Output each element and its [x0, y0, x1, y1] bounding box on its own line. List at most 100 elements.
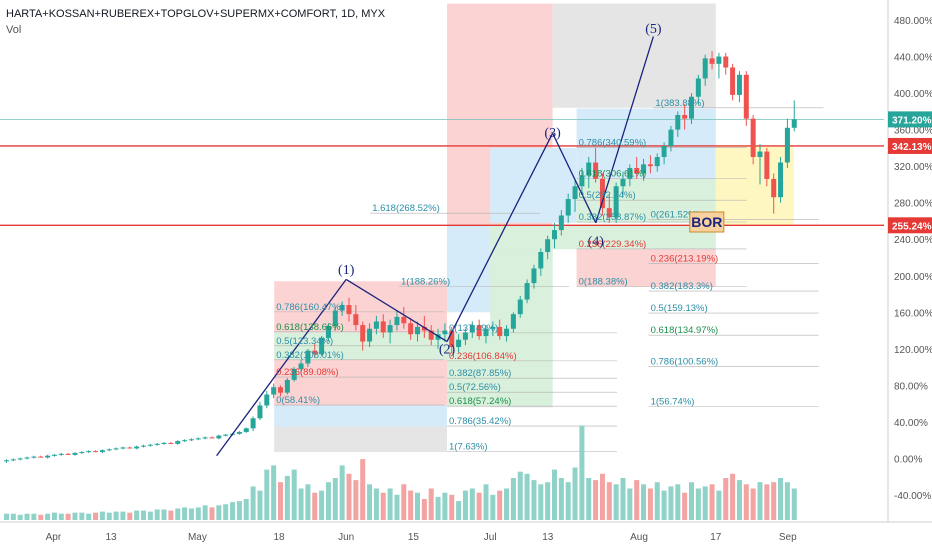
- candle-body: [161, 442, 167, 444]
- candle-body: [106, 449, 112, 451]
- candle-body: [223, 434, 229, 436]
- volume-bar: [387, 488, 393, 520]
- volume-bar: [462, 490, 468, 520]
- volume-bar: [154, 509, 160, 520]
- volume-bar: [702, 486, 708, 520]
- candle-body: [702, 58, 708, 79]
- candle-body: [141, 445, 146, 447]
- volume-bar: [778, 478, 784, 520]
- fib-label: 0.236(106.84%): [449, 351, 517, 362]
- volume-bar: [4, 513, 9, 520]
- volume-bar: [764, 484, 770, 520]
- x-tick-label: May: [188, 532, 207, 543]
- y-tick-label: 200.00%: [894, 272, 932, 283]
- volume-bar: [332, 478, 338, 520]
- price-axis: [888, 0, 932, 550]
- wave-label: (1): [338, 263, 355, 278]
- y-tick-label: 160.00%: [894, 308, 932, 319]
- candle-body: [45, 455, 51, 458]
- candle-body: [264, 394, 270, 406]
- volume-bar: [17, 514, 23, 520]
- volume-bar: [572, 467, 578, 520]
- wave-line: [595, 36, 655, 223]
- volume-bar: [373, 488, 379, 520]
- candle-body: [627, 167, 633, 179]
- fib-zone: [447, 333, 553, 407]
- volume-bar: [243, 499, 249, 520]
- fib-label: 0.236(213.19%): [651, 254, 719, 265]
- volume-bar: [72, 512, 78, 520]
- candle-body: [778, 162, 784, 198]
- volume-bar: [45, 513, 51, 520]
- candle-body: [147, 444, 153, 446]
- volume-bar: [606, 482, 612, 520]
- fib-label: 0.382(258.87%): [579, 212, 647, 223]
- candle-body: [51, 454, 57, 456]
- candle-body: [634, 167, 640, 174]
- volume-bar: [353, 480, 359, 520]
- candle-body: [195, 438, 201, 440]
- volume-bar: [538, 484, 544, 520]
- candle-body: [730, 67, 736, 95]
- volume-bar: [141, 510, 146, 520]
- candle-body: [497, 326, 503, 337]
- candle-body: [271, 387, 277, 395]
- candle-body: [620, 178, 626, 187]
- candle-body: [668, 129, 674, 147]
- price-tag: [888, 137, 932, 154]
- volume-bar: [723, 478, 729, 520]
- candle-body: [415, 326, 420, 335]
- y-tick-label: 80.00%: [894, 381, 928, 392]
- volume-bar: [99, 511, 105, 520]
- fib-label: 1.618(268.52%): [372, 203, 440, 214]
- volume-bar: [565, 482, 571, 520]
- candle-body: [401, 316, 407, 324]
- candle-body: [305, 350, 311, 364]
- volume-bar: [517, 471, 523, 520]
- candle-body: [565, 199, 571, 216]
- candle-body: [373, 321, 379, 329]
- volume-bar: [627, 488, 633, 520]
- candle-body: [408, 323, 414, 335]
- candle-body: [291, 368, 297, 380]
- y-tick-label: 360.00%: [894, 126, 932, 137]
- volume-bar: [38, 514, 44, 520]
- candle-body: [339, 305, 345, 311]
- candle-body: [127, 447, 133, 449]
- candle-body: [250, 418, 256, 429]
- volume-bar: [401, 484, 407, 520]
- candle-body: [17, 458, 23, 460]
- fib-label: 0.382(108.01%): [276, 350, 344, 361]
- candle-body: [572, 186, 578, 200]
- volume-bar: [599, 473, 605, 520]
- volume-label: Vol: [6, 24, 22, 36]
- fib-label: 0.236(229.34%): [579, 239, 647, 250]
- volume-bar: [24, 513, 30, 520]
- wave-label: (4): [588, 235, 605, 250]
- fib-label: 0.5(72.56%): [449, 382, 501, 393]
- volume-bar: [271, 465, 277, 520]
- y-tick-label: 320.00%: [894, 162, 932, 173]
- volume-bar: [284, 475, 290, 520]
- candle-body: [353, 314, 359, 326]
- candle-body: [757, 151, 763, 158]
- x-tick-label: 13: [105, 532, 117, 543]
- candle-body: [257, 405, 263, 419]
- volume-bar: [134, 510, 140, 520]
- candle-body: [120, 447, 126, 449]
- candle-body: [716, 56, 722, 64]
- candle-body: [312, 350, 318, 355]
- volume-bar: [435, 496, 441, 520]
- volume-bar: [415, 492, 420, 520]
- fib-label: 0.236(89.08%): [276, 367, 338, 378]
- volume-bar: [490, 494, 496, 520]
- price-tag: [888, 217, 932, 234]
- candle-body: [675, 115, 681, 130]
- candle-body: [764, 151, 770, 179]
- candle-body: [579, 175, 585, 187]
- volume-bar: [654, 482, 660, 520]
- fib-label: 0.618(134.97%): [651, 325, 719, 336]
- wave-label: (3): [544, 126, 561, 141]
- volume-bar: [750, 488, 756, 520]
